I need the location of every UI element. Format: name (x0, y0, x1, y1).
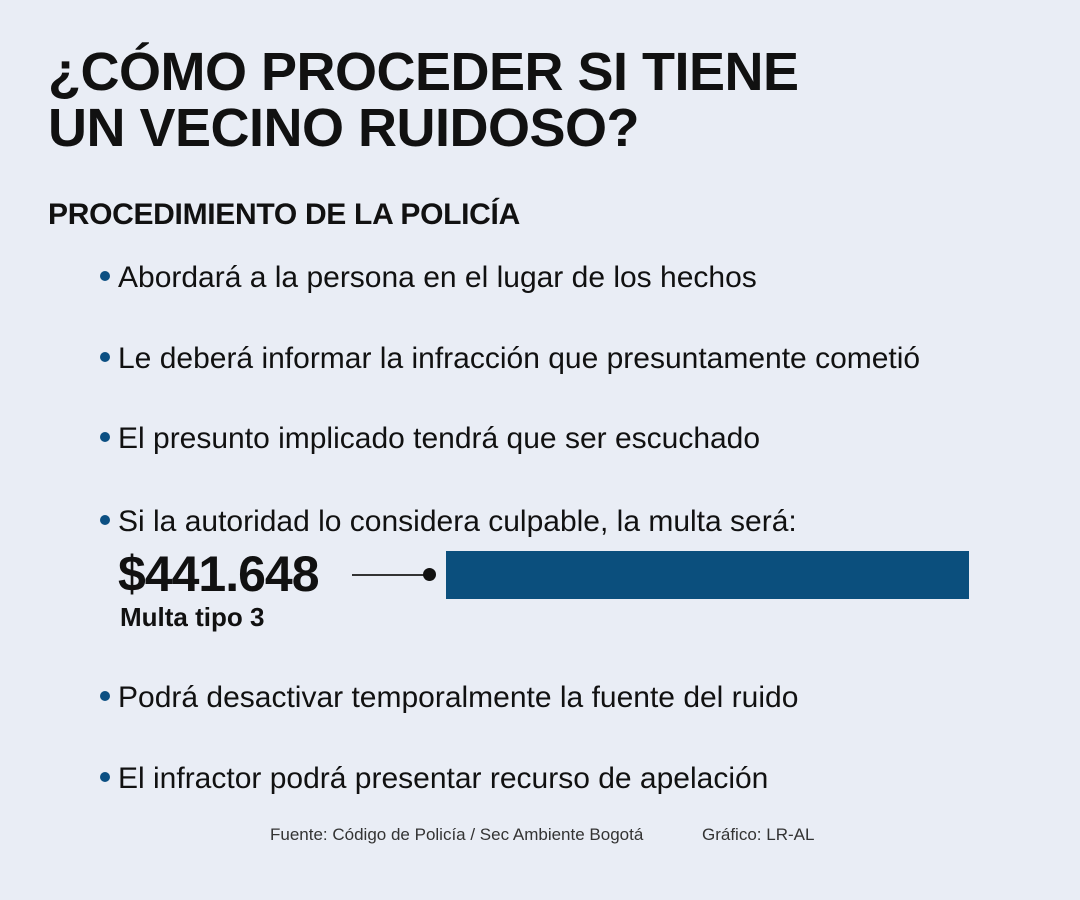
fine-amount: $441.648 (118, 546, 320, 602)
title-line-2: UN VECINO RUIDOSO? (48, 98, 640, 158)
bullet-icon (100, 691, 110, 702)
list-item: Abordará a la persona en el lugar de los… (100, 260, 757, 296)
connector-line (352, 574, 428, 576)
fine-type-label: Multa tipo 3 (120, 602, 265, 632)
source-note: Fuente: Código de Policía / Sec Ambiente… (270, 825, 644, 844)
list-item-text: El infractor podrá presentar recurso de … (118, 762, 769, 795)
list-item-text: Podrá desactivar temporalmente la fuente… (118, 681, 799, 714)
bullet-icon (100, 352, 110, 363)
bullet-icon (100, 772, 110, 783)
list-item-text: El presunto implicado tendrá que ser esc… (118, 422, 761, 455)
list-item: Podrá desactivar temporalmente la fuente… (100, 680, 798, 716)
connector-dot-icon (423, 568, 436, 581)
graphic-credit: Gráfico: LR-AL (702, 825, 815, 844)
list-item: Le deberá informar la infracción que pre… (100, 341, 920, 377)
page-title: ¿CÓMO PROCEDER SI TIENE UN VECINO RUIDOS… (48, 44, 1008, 156)
list-item: El presunto implicado tendrá que ser esc… (100, 421, 760, 457)
fine-bar (446, 551, 969, 599)
list-item: Si la autoridad lo considera culpable, l… (100, 504, 797, 540)
bullet-icon (100, 515, 110, 526)
bullet-icon (100, 271, 110, 282)
bullet-icon (100, 432, 110, 443)
list-item-text: Si la autoridad lo considera culpable, l… (118, 505, 797, 538)
list-item: El infractor podrá presentar recurso de … (100, 761, 768, 797)
section-subtitle: PROCEDIMIENTO DE LA POLICÍA (48, 198, 520, 231)
list-item-text: Le deberá informar la infracción que pre… (118, 342, 921, 375)
list-item-text: Abordará a la persona en el lugar de los… (118, 261, 757, 294)
title-line-1: ¿CÓMO PROCEDER SI TIENE (48, 42, 799, 102)
